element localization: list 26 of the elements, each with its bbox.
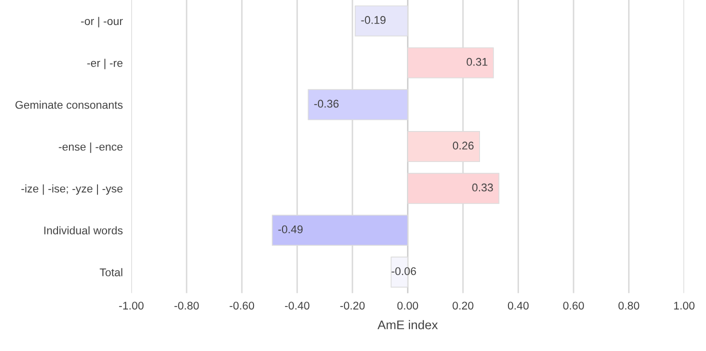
data-label: 0.26 xyxy=(452,142,474,150)
x-tick-label: -0.20 xyxy=(340,302,365,310)
x-tick-label: 0.20 xyxy=(452,302,474,310)
y-tick-label: Individual words xyxy=(44,226,123,234)
x-tick-label: -0.60 xyxy=(230,302,254,310)
data-label: -0.19 xyxy=(361,16,386,24)
y-tick-label: Geminate consonants xyxy=(15,100,123,109)
y-tick-label: -ize | -ise; -yze | -yse xyxy=(21,184,122,195)
y-tick-label: Total xyxy=(100,268,122,276)
data-label: -0.36 xyxy=(314,100,339,108)
x-tick-label: 0.80 xyxy=(618,302,640,310)
data-label: -0.49 xyxy=(278,225,303,234)
data-label: 0.33 xyxy=(472,184,493,192)
x-tick-label: 0.40 xyxy=(508,302,529,310)
x-tick-label: -0.80 xyxy=(174,302,199,310)
data-label: -0.06 xyxy=(392,267,416,276)
y-tick-label: -er | -re xyxy=(87,58,122,70)
x-tick-label: 0.60 xyxy=(563,302,584,310)
x-tick-label: 1.00 xyxy=(674,302,694,310)
y-tick-label: -or | -our xyxy=(81,16,123,28)
x-tick-label: -1.00 xyxy=(119,302,144,310)
x-tick-label: 0.00 xyxy=(397,302,418,310)
data-label: 0.31 xyxy=(466,58,488,66)
y-tick-label: -ense | -ence xyxy=(58,142,122,153)
x-axis-title: AmE index xyxy=(378,320,438,330)
x-tick-label: -0.40 xyxy=(284,302,310,310)
